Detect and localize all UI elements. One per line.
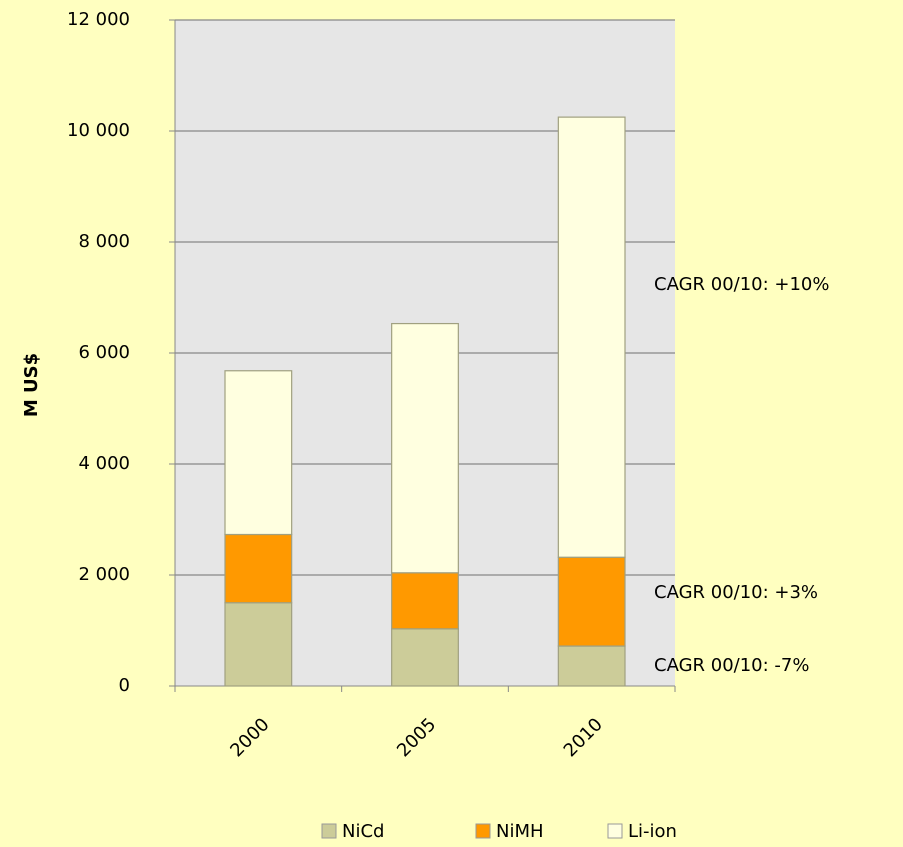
bar-segment	[224, 533, 293, 604]
legend-label: NiCd	[342, 821, 384, 842]
y-tick-label: 0	[119, 675, 130, 696]
bar-segment	[557, 645, 626, 687]
legend-label: NiMH	[496, 821, 544, 842]
y-tick-label: 10 000	[67, 120, 130, 141]
y-tick-label: 2 000	[78, 564, 130, 585]
bar-segment	[224, 602, 293, 687]
bar-segment	[391, 572, 459, 630]
annotation: CAGR 00/10: -7%	[654, 655, 809, 676]
legend-swatch	[321, 823, 337, 839]
legend-swatch	[607, 823, 623, 839]
annotation: CAGR 00/10: +10%	[654, 274, 830, 295]
annotation: CAGR 00/10: +3%	[654, 582, 818, 603]
y-axis-label: M US$	[21, 353, 42, 417]
y-tick-label: 12 000	[67, 9, 130, 30]
bar-segment	[391, 322, 459, 574]
legend-label: Li-ion	[628, 821, 677, 842]
y-tick-label: 4 000	[78, 453, 130, 474]
y-tick-label: 6 000	[78, 342, 130, 363]
bar-segment	[557, 556, 626, 647]
y-tick-label: 8 000	[78, 231, 130, 252]
bar-segment	[391, 628, 459, 687]
bar-segment	[224, 370, 293, 536]
legend-swatch	[475, 823, 491, 839]
bar-segment	[557, 116, 626, 558]
